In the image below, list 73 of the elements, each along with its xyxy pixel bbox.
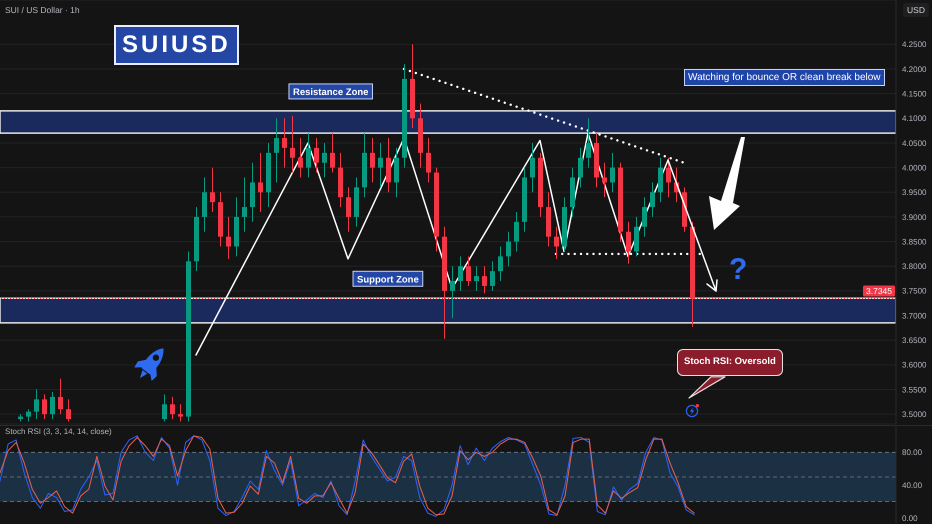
candlestick	[298, 138, 303, 178]
candlestick	[466, 256, 471, 286]
candlestick	[458, 256, 463, 292]
y-tick-label: 3.5500	[902, 385, 928, 394]
candlestick	[490, 260, 495, 292]
y-tick-label: 3.5000	[902, 410, 928, 419]
y-tick-label: 3.8500	[902, 237, 928, 246]
candlestick	[578, 147, 583, 188]
candlestick	[482, 266, 487, 294]
candlestick	[626, 221, 631, 264]
y-tick-label: 4.1500	[902, 90, 928, 99]
candlestick	[314, 138, 319, 174]
y-axis-title: USD	[903, 3, 929, 17]
y-tick-label: 3.6500	[902, 336, 928, 346]
y-tick-label: 4.2000	[902, 64, 928, 74]
candlestick	[226, 216, 231, 260]
candlestick	[66, 398, 71, 422]
annotation: Stoch RSI: Oversold	[677, 349, 783, 376]
candlestick	[50, 391, 55, 420]
candlestick	[378, 142, 383, 188]
chart-title: Stoch RSI (3, 3, 14, 14, close)	[5, 427, 112, 437]
band-label: Resistance Zone	[292, 86, 368, 98]
candlestick	[330, 132, 335, 174]
candlestick	[610, 152, 615, 193]
candlestick	[162, 394, 167, 422]
candlestick	[290, 115, 295, 174]
y-tick-label: 40.00	[902, 481, 923, 490]
candlestick	[506, 231, 511, 267]
ref-line-label: 3.7345	[866, 286, 892, 296]
y-tick-label: 80.00	[902, 448, 923, 458]
candlestick	[450, 266, 455, 318]
candlestick	[602, 162, 607, 198]
candlestick	[170, 396, 175, 420]
candlestick	[322, 142, 327, 178]
candlestick	[370, 138, 375, 183]
candlestick	[210, 167, 215, 212]
candlestick	[346, 186, 351, 232]
candlestick	[426, 138, 431, 183]
candlestick	[274, 118, 279, 183]
y-tick-label: 3.7000	[902, 311, 928, 320]
candlestick	[498, 246, 503, 282]
candlestick	[554, 226, 559, 260]
candlestick	[474, 266, 479, 292]
candlestick	[258, 152, 263, 212]
text: SUI / US Dollar · 1h	[5, 5, 80, 16]
candlestick	[42, 394, 47, 420]
y-tick-label: 3.9000	[902, 212, 928, 222]
candlestick	[242, 176, 247, 232]
annotation: Watching for bounce OR clean break below	[684, 69, 885, 86]
candlestick	[666, 157, 671, 198]
candlestick	[530, 142, 535, 193]
annotation: SUIUSD	[114, 25, 239, 65]
y-tick-label: 0.00	[902, 514, 918, 523]
candlestick	[514, 212, 519, 252]
y-tick-label: 4.2500	[902, 40, 928, 50]
y-tick-label: 3.7500	[902, 286, 928, 296]
y-tick-label: 4.1000	[902, 114, 928, 124]
band-label: Support Zone	[357, 274, 419, 286]
annotation: ?	[729, 253, 748, 286]
y-tick-label: 3.6000	[902, 360, 928, 370]
candlestick	[26, 408, 31, 422]
candlestick	[178, 404, 183, 422]
candlestick	[642, 196, 647, 238]
candlestick	[650, 182, 655, 218]
y-tick-label: 3.8000	[902, 262, 928, 272]
candlestick	[306, 132, 311, 178]
y-tick-label: 4.0000	[902, 163, 928, 172]
y-tick-label: 4.0500	[902, 138, 928, 148]
y-tick-label: 3.9500	[902, 188, 928, 198]
candlestick	[586, 118, 591, 168]
candlestick	[34, 388, 39, 420]
candlestick	[58, 378, 63, 415]
candlestick	[282, 118, 287, 168]
